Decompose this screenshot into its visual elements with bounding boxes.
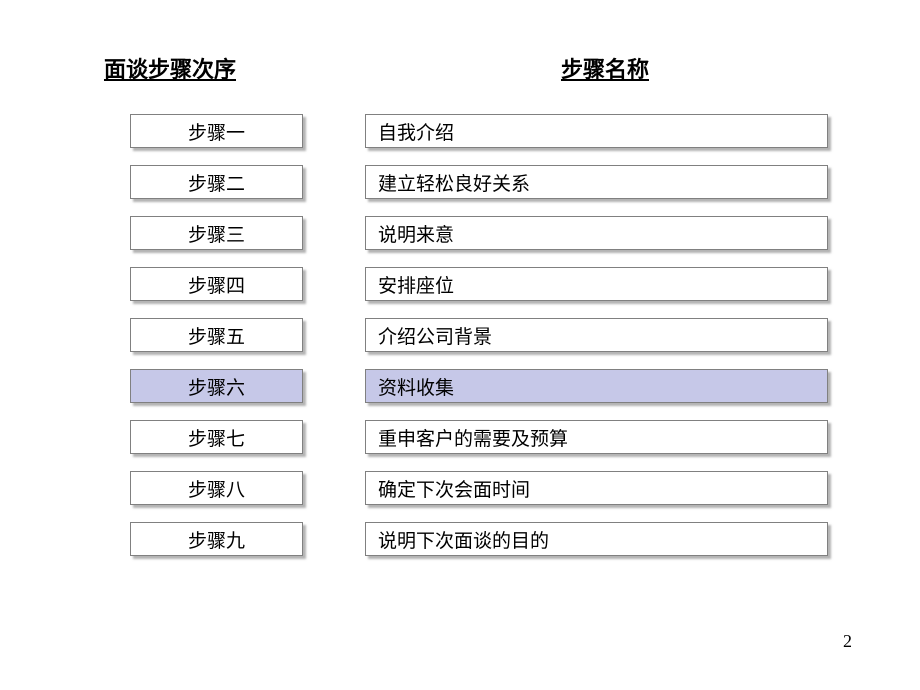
header-row: 面谈步骤次序 步骤名称 — [0, 0, 920, 84]
step-name-label: 说明来意 — [378, 220, 454, 247]
step-name-label: 介绍公司背景 — [378, 322, 492, 349]
header-left-title: 面谈步骤次序 — [104, 57, 236, 82]
step-number-box: 步骤一 — [130, 114, 303, 148]
step-name-label: 安排座位 — [378, 271, 454, 298]
step-row: 步骤九 说明下次面谈的目的 — [130, 522, 828, 556]
step-number-label: 步骤八 — [188, 475, 245, 502]
step-name-label: 资料收集 — [378, 373, 454, 400]
step-row: 步骤二 建立轻松良好关系 — [130, 165, 828, 199]
steps-container: 步骤一 自我介绍 步骤二 建立轻松良好关系 步骤三 说明来意 步骤四 安排座位 … — [0, 114, 920, 556]
step-row: 步骤一 自我介绍 — [130, 114, 828, 148]
step-row: 步骤三 说明来意 — [130, 216, 828, 250]
step-row: 步骤四 安排座位 — [130, 267, 828, 301]
step-name-label: 重申客户的需要及预算 — [378, 424, 568, 451]
step-row: 步骤五 介绍公司背景 — [130, 318, 828, 352]
step-name-box: 自我介绍 — [365, 114, 828, 148]
step-number-box: 步骤九 — [130, 522, 303, 556]
step-row: 步骤七 重申客户的需要及预算 — [130, 420, 828, 454]
step-name-box: 安排座位 — [365, 267, 828, 301]
step-number-label: 步骤五 — [188, 322, 245, 349]
step-name-label: 建立轻松良好关系 — [378, 169, 530, 196]
step-number-label: 步骤一 — [188, 118, 245, 145]
step-number-box-highlighted: 步骤六 — [130, 369, 303, 403]
step-number-label: 步骤六 — [188, 373, 245, 400]
step-number-box: 步骤八 — [130, 471, 303, 505]
step-name-box: 介绍公司背景 — [365, 318, 828, 352]
step-number-box: 步骤五 — [130, 318, 303, 352]
header-right-container: 步骤名称 — [280, 52, 920, 84]
step-name-box: 说明来意 — [365, 216, 828, 250]
step-name-label: 自我介绍 — [378, 118, 454, 145]
step-number-label: 步骤三 — [188, 220, 245, 247]
step-name-box-highlighted: 资料收集 — [365, 369, 828, 403]
step-row: 步骤六 资料收集 — [130, 369, 828, 403]
step-number-label: 步骤四 — [188, 271, 245, 298]
step-number-box: 步骤七 — [130, 420, 303, 454]
step-name-box: 重申客户的需要及预算 — [365, 420, 828, 454]
step-number-box: 步骤二 — [130, 165, 303, 199]
step-name-label: 确定下次会面时间 — [378, 475, 530, 502]
step-name-box: 说明下次面谈的目的 — [365, 522, 828, 556]
page-number: 2 — [843, 631, 852, 652]
step-row: 步骤八 确定下次会面时间 — [130, 471, 828, 505]
step-number-label: 步骤七 — [188, 424, 245, 451]
step-number-label: 步骤九 — [188, 526, 245, 553]
step-number-label: 步骤二 — [188, 169, 245, 196]
header-right-title: 步骤名称 — [561, 57, 649, 82]
step-name-label: 说明下次面谈的目的 — [378, 526, 549, 553]
step-name-box: 确定下次会面时间 — [365, 471, 828, 505]
header-left-container: 面谈步骤次序 — [0, 52, 280, 84]
step-number-box: 步骤四 — [130, 267, 303, 301]
step-number-box: 步骤三 — [130, 216, 303, 250]
step-name-box: 建立轻松良好关系 — [365, 165, 828, 199]
